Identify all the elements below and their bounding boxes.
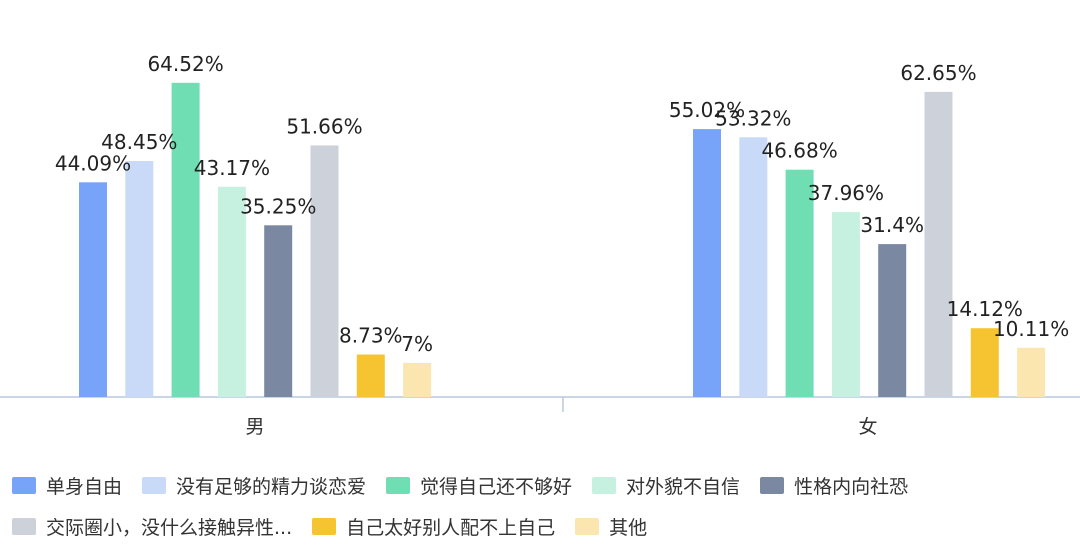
bar	[831, 212, 860, 397]
x-tick-labels-layer: 男女	[245, 416, 877, 438]
data-label: 7%	[401, 332, 433, 356]
bar	[403, 362, 432, 397]
legend-item[interactable]: 单身自由	[12, 472, 122, 499]
legend-swatch	[592, 476, 617, 494]
bar	[1017, 347, 1046, 397]
bar	[264, 225, 293, 397]
data-label: 51.66%	[286, 114, 362, 138]
legend-item[interactable]: 其他	[575, 513, 647, 540]
legend-item[interactable]: 没有足够的精力谈恋爱	[142, 472, 366, 499]
legend-swatch	[575, 517, 600, 535]
bars-layer	[79, 82, 1046, 398]
legend-label: 没有足够的精力谈恋爱	[176, 475, 367, 498]
legend-label: 对外貌不自信	[626, 475, 741, 498]
legend-item[interactable]: 觉得自己还不够好	[386, 472, 572, 499]
data-labels-layer: 44.09%48.45% 64.52% 43.17% 35.25% 51.66% 8.73…	[55, 52, 1069, 356]
legend-label: 性格内向社恐	[794, 475, 909, 498]
data-label: 48.45%	[101, 130, 177, 154]
bar	[310, 145, 339, 397]
data-label: 37.96%	[808, 181, 884, 205]
legend-swatch	[386, 476, 411, 494]
x-tick-label: 男	[245, 416, 264, 438]
legend-label: 单身自由	[46, 475, 123, 498]
legend-swatch	[12, 476, 36, 494]
legend-item[interactable]: 自己太好别人配不上自己	[312, 513, 555, 540]
legend-item[interactable]: 交际圈小，没什么接触异性...	[12, 513, 292, 540]
legend-label: 觉得自己还不够好	[420, 475, 573, 498]
data-label: 14.12%	[947, 297, 1023, 321]
bar	[356, 354, 385, 397]
bar	[79, 182, 107, 397]
data-label: 62.65%	[900, 61, 976, 85]
bar	[693, 129, 721, 397]
legend-label: 其他	[609, 516, 648, 539]
data-label: 46.68%	[761, 139, 837, 163]
data-label: 43.17%	[194, 156, 270, 180]
bar	[171, 82, 200, 398]
data-label: 8.73%	[339, 324, 403, 348]
bar	[739, 137, 768, 398]
data-label: 10.11%	[993, 317, 1069, 341]
legend-swatch	[142, 476, 167, 494]
data-label: 35.25%	[240, 194, 316, 218]
bar	[924, 91, 953, 398]
legend-label: 交际圈小，没什么接触异性...	[46, 516, 293, 539]
legend-swatch	[12, 517, 36, 535]
legend-row: 交际圈小，没什么接触异性... 自己太好别人配不上自己 其他	[12, 511, 1080, 541]
data-label: 44.09%	[55, 151, 131, 175]
legend-item[interactable]: 性格内向社恐	[760, 472, 908, 499]
bar	[878, 244, 907, 397]
legend-swatch	[312, 517, 337, 535]
bar	[125, 161, 154, 397]
legend-item[interactable]: 对外貌不自信	[592, 472, 740, 499]
data-label: 31.4%	[860, 213, 924, 237]
x-tick-label: 女	[858, 416, 877, 438]
bar	[217, 186, 246, 397]
data-label: 53.32%	[715, 106, 791, 130]
data-label: 64.52%	[147, 52, 223, 76]
legend-row: 单身自由 没有足够的精力谈恋爱 觉得自己还不够好 对外貌不自信 性格内向社恐	[12, 470, 1080, 500]
bar	[785, 169, 814, 397]
legend-swatch	[760, 476, 785, 494]
legend-label: 自己太好别人配不上自己	[346, 516, 556, 539]
legend: 单身自由 没有足够的精力谈恋爱 觉得自己还不够好 对外貌不自信 性格内向社恐 交际圈小，…	[12, 470, 1080, 552]
bar	[970, 328, 999, 397]
data-label: 55.02%	[669, 98, 745, 122]
